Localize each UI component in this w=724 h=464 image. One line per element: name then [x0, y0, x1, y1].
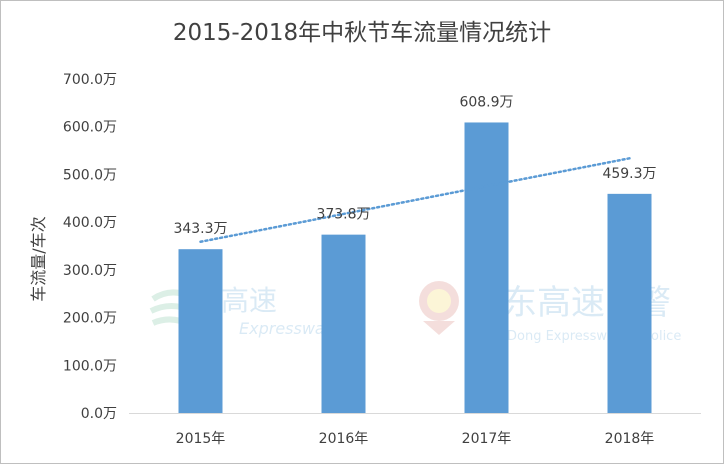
- x-tick-label: 2017年: [462, 431, 512, 447]
- data-label: 373.8万: [316, 207, 370, 223]
- trendline: [199, 157, 631, 244]
- x-axis-ticks: 2015年 2016年 2017年 2018年: [176, 431, 655, 447]
- x-tick-label: 2016年: [319, 431, 369, 447]
- x-tick-label: 2015年: [176, 431, 226, 447]
- y-tick-label: 600.0万: [63, 120, 117, 136]
- y-tick-label: 300.0万: [63, 263, 117, 279]
- bars: [178, 122, 652, 413]
- data-labels: 343.3万 373.8万 608.9万 459.3万: [173, 94, 656, 237]
- y-tick-label: 200.0万: [63, 311, 117, 327]
- y-tick-label: 0.0万: [81, 406, 117, 422]
- data-label: 608.9万: [459, 94, 513, 110]
- bar: [178, 249, 223, 413]
- bar: [321, 234, 366, 413]
- y-tick-label: 100.0万: [63, 358, 117, 374]
- bar: [607, 193, 652, 413]
- y-tick-label: 400.0万: [63, 215, 117, 231]
- y-tick-label: 700.0万: [63, 72, 117, 88]
- data-label: 459.3万: [602, 166, 656, 182]
- y-tick-label: 500.0万: [63, 167, 117, 183]
- bar: [464, 122, 509, 413]
- data-label: 343.3万: [173, 221, 227, 237]
- x-tick-label: 2018年: [605, 431, 655, 447]
- chart-title: 2015-2018年中秋节车流量情况统计: [172, 20, 552, 46]
- y-axis-ticks: 0.0万 100.0万 200.0万 300.0万 400.0万 500.0万 600.0万…: [63, 72, 117, 422]
